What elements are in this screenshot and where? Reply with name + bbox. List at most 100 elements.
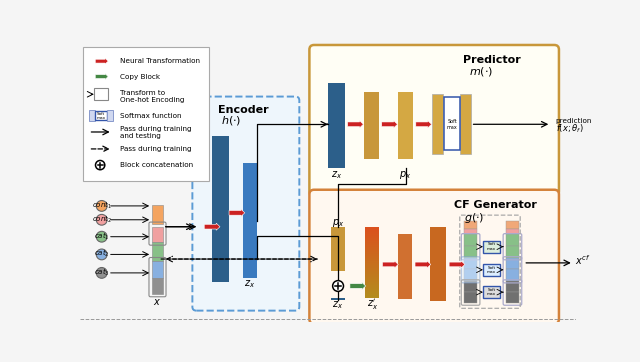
- FancyBboxPatch shape: [309, 190, 559, 324]
- FancyBboxPatch shape: [309, 45, 559, 196]
- Text: $f(x;\theta_f)$: $f(x;\theta_f)$: [556, 123, 584, 135]
- Text: $p_x$: $p_x$: [332, 217, 344, 229]
- Text: $x$: $x$: [154, 297, 161, 307]
- Bar: [365, 229, 379, 230]
- Bar: [365, 249, 379, 250]
- Bar: [365, 260, 379, 261]
- Bar: [95, 111, 107, 121]
- Bar: [365, 237, 379, 238]
- Circle shape: [96, 214, 107, 225]
- Bar: [90, 110, 95, 121]
- FancyArrow shape: [449, 261, 465, 268]
- Bar: [212, 136, 229, 282]
- Text: Soft
max: Soft max: [487, 288, 496, 296]
- Bar: [465, 269, 477, 281]
- Bar: [365, 230, 379, 231]
- Bar: [365, 245, 379, 246]
- Text: $z_x$: $z_x$: [332, 299, 344, 311]
- Bar: [365, 228, 379, 229]
- Text: $m(\cdot)$: $m(\cdot)$: [469, 65, 493, 78]
- Bar: [365, 284, 379, 285]
- Bar: [365, 254, 379, 255]
- Circle shape: [96, 201, 107, 211]
- Bar: [365, 257, 379, 258]
- Bar: [365, 238, 379, 239]
- Bar: [365, 233, 379, 235]
- Bar: [483, 264, 500, 276]
- Text: prediction: prediction: [556, 118, 592, 124]
- Circle shape: [95, 160, 105, 170]
- Bar: [152, 227, 163, 242]
- Bar: [365, 278, 379, 279]
- Bar: [365, 259, 379, 260]
- Text: Pass during training: Pass during training: [120, 126, 192, 132]
- Bar: [331, 298, 345, 300]
- Text: Soft
max: Soft max: [487, 265, 496, 274]
- Bar: [365, 255, 379, 256]
- Text: $cat_3$: $cat_3$: [94, 267, 109, 278]
- Text: Soft
max: Soft max: [97, 111, 106, 120]
- FancyArrow shape: [229, 209, 245, 216]
- FancyArrow shape: [204, 223, 220, 230]
- Bar: [365, 252, 379, 253]
- Bar: [483, 241, 500, 253]
- Bar: [365, 281, 379, 282]
- Bar: [365, 248, 379, 249]
- Text: and testing: and testing: [120, 133, 161, 139]
- Circle shape: [96, 249, 107, 260]
- Bar: [465, 221, 477, 229]
- Bar: [465, 229, 477, 235]
- Bar: [365, 279, 379, 280]
- Text: Copy Block: Copy Block: [120, 73, 161, 80]
- Text: Predictor: Predictor: [463, 55, 520, 66]
- Bar: [365, 265, 379, 266]
- Text: $cont_2$: $cont_2$: [92, 214, 111, 225]
- Text: Transform to: Transform to: [120, 90, 165, 96]
- Bar: [506, 257, 518, 269]
- FancyArrow shape: [95, 58, 108, 64]
- Bar: [430, 227, 446, 302]
- Bar: [365, 268, 379, 269]
- Text: $p_x$: $p_x$: [399, 169, 412, 181]
- Bar: [365, 275, 379, 276]
- Bar: [212, 136, 229, 282]
- Bar: [365, 242, 379, 243]
- Bar: [365, 227, 379, 228]
- FancyArrow shape: [416, 121, 431, 128]
- Bar: [365, 273, 379, 274]
- Bar: [432, 94, 443, 153]
- FancyArrow shape: [415, 261, 431, 268]
- Bar: [83, 47, 209, 181]
- Circle shape: [96, 268, 107, 278]
- Bar: [365, 272, 379, 273]
- Bar: [365, 244, 379, 245]
- Bar: [365, 241, 379, 242]
- FancyArrow shape: [381, 121, 397, 128]
- Bar: [365, 250, 379, 251]
- Bar: [365, 294, 379, 295]
- Text: Neural Transformation: Neural Transformation: [120, 58, 200, 64]
- Bar: [331, 227, 345, 272]
- Bar: [365, 274, 379, 275]
- Bar: [152, 242, 163, 261]
- Bar: [365, 297, 379, 298]
- Bar: [365, 236, 379, 237]
- Bar: [365, 267, 379, 268]
- FancyArrow shape: [348, 121, 364, 128]
- Text: Pass during training: Pass during training: [120, 146, 192, 152]
- Bar: [365, 261, 379, 262]
- Bar: [465, 281, 477, 292]
- Bar: [506, 229, 518, 235]
- Bar: [365, 251, 379, 252]
- Bar: [365, 295, 379, 296]
- Text: Soft
max: Soft max: [447, 119, 458, 130]
- Bar: [365, 296, 379, 297]
- Bar: [506, 292, 518, 303]
- Bar: [365, 293, 379, 294]
- FancyArrow shape: [95, 73, 108, 80]
- Bar: [152, 278, 163, 294]
- Bar: [365, 270, 379, 272]
- Bar: [460, 94, 470, 153]
- Bar: [365, 287, 379, 288]
- Text: $z_x'$: $z_x'$: [367, 297, 378, 312]
